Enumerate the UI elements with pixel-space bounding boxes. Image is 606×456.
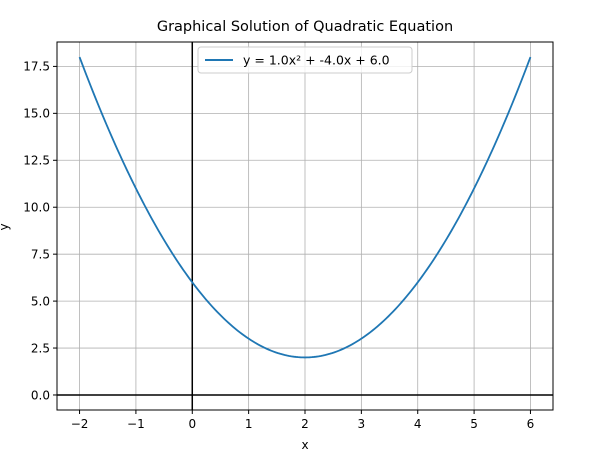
y-tick-label: 10.0 — [23, 201, 50, 215]
x-axis-ticks: −2 −1 0 1 2 3 4 5 6 — [71, 410, 535, 431]
x-tick-label: 5 — [470, 417, 478, 431]
legend: y = 1.0x² + -4.0x + 6.0 — [197, 46, 413, 74]
x-tick-label: 4 — [414, 417, 422, 431]
y-tick-label: 12.5 — [23, 154, 50, 168]
x-tick-label: −2 — [71, 417, 89, 431]
y-tick-label: 0.0 — [31, 388, 50, 402]
chart-title: Graphical Solution of Quadratic Equation — [157, 19, 453, 35]
legend-box — [197, 46, 413, 74]
legend-label: y = 1.0x² + -4.0x + 6.0 — [243, 53, 390, 68]
series-layer — [78, 56, 532, 359]
x-tick-label: 1 — [245, 417, 253, 431]
x-tick-label: 6 — [527, 417, 535, 431]
y-axis-label: y — [0, 223, 11, 230]
x-tick-label: 2 — [301, 417, 309, 431]
x-tick-label: −1 — [127, 417, 145, 431]
grid — [57, 42, 553, 410]
x-axis-label: x — [301, 438, 308, 452]
y-tick-label: 2.5 — [31, 341, 50, 355]
reference-lines — [57, 42, 553, 410]
y-axis-ticks: 0.0 2.5 5.0 7.5 10.0 12.5 15.0 17.5 — [23, 60, 57, 402]
x-tick-label: 3 — [358, 417, 366, 431]
y-tick-label: 15.0 — [23, 107, 50, 121]
y-tick-label: 7.5 — [31, 247, 50, 261]
series-line — [78, 56, 532, 359]
y-tick-label: 17.5 — [23, 60, 50, 74]
y-tick-label: 5.0 — [31, 294, 50, 308]
x-tick-label: 0 — [188, 417, 196, 431]
